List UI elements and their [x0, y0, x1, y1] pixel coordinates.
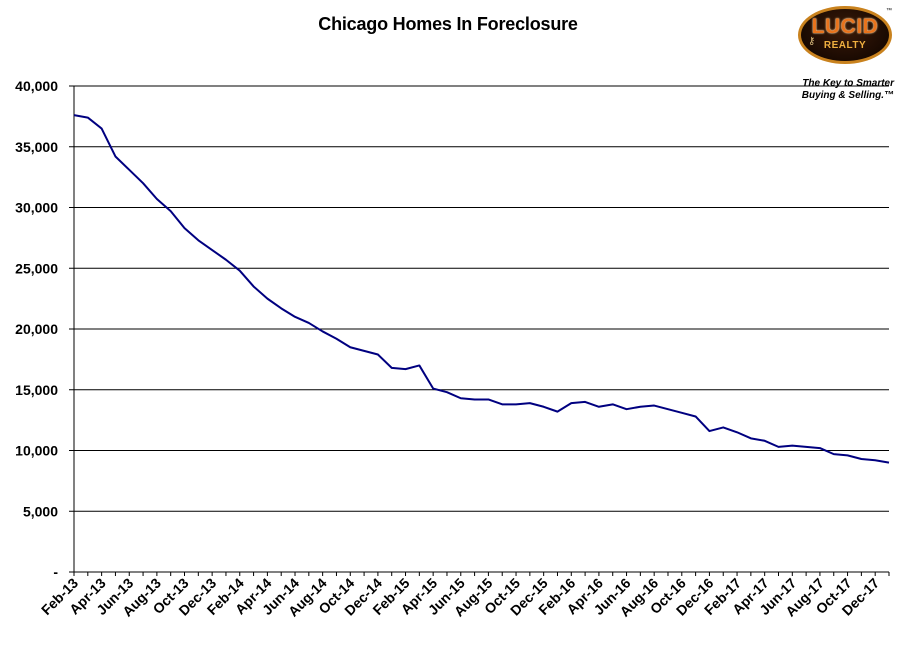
y-tick-label: 35,000 [15, 139, 58, 155]
logo-oval [798, 6, 892, 64]
chart-title: Chicago Homes In Foreclosure [318, 14, 578, 34]
logo-subtitle: REALTY [823, 40, 867, 51]
gridlines [74, 85, 889, 512]
y-axis: - 5,000 10,000 15,000 20,000 25,000 30,000 35,0… [15, 78, 75, 580]
x-axis: Feb-13Apr-13Jun-13Aug-13Oct-13Dec-13Feb-… [38, 571, 890, 620]
series-line [73, 114, 890, 464]
tagline-line-2: Buying & Selling.™ [801, 90, 894, 101]
company-logo: LUCID ⚷ REALTY ™ The Key to Smarter Buyi… [794, 6, 900, 102]
y-tick-label: 10,000 [15, 443, 58, 459]
y-tick-label: 40,000 [15, 78, 58, 94]
logo-tagline: The Key to Smarter Buying & Selling.™ [794, 78, 894, 102]
logo-name: LUCID [811, 15, 879, 38]
key-icon: ⚷ [808, 36, 816, 47]
y-tick-label: 30,000 [15, 200, 58, 216]
y-tick-label: - [53, 564, 58, 580]
logo-trademark: ™ [886, 8, 892, 14]
tagline-line-1: The Key to Smarter [802, 78, 894, 89]
y-tick-label: 25,000 [15, 260, 58, 276]
y-tick-label: 20,000 [15, 321, 58, 337]
series-group [73, 114, 890, 464]
y-tick-label: 15,000 [15, 382, 58, 398]
y-tick-label: 5,000 [23, 503, 58, 519]
